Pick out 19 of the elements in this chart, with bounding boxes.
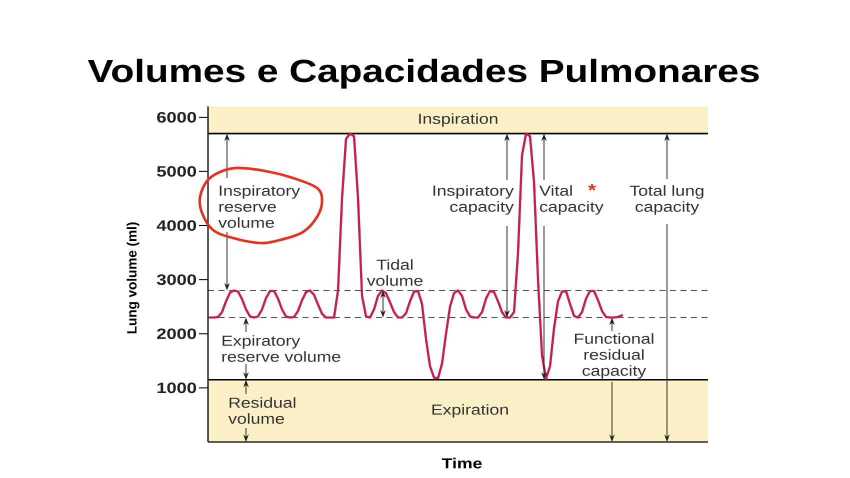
y-tick-label: 2000 <box>157 328 196 340</box>
annotation: Tidal volume <box>366 259 423 286</box>
band-label: Expiration <box>432 404 508 418</box>
annotation: Functional residual capacity <box>574 333 654 379</box>
annotation: * <box>588 184 596 190</box>
chart-title: Volumes e Capacidades Pulmonares <box>88 58 759 89</box>
x-axis-title: Time <box>442 458 482 468</box>
annotation: Inspiratory reserve volume <box>218 185 300 228</box>
y-tick-label: 1000 <box>158 382 196 394</box>
y-tick-label: 3000 <box>156 274 196 285</box>
text: Total lung capacity <box>630 185 704 215</box>
y-tick-label: 5000 <box>156 166 196 177</box>
y-axis-title: Lung volume (ml) <box>126 222 140 334</box>
annotation: Expiratory reserve volume <box>222 335 340 362</box>
y-tick-label: 6000 <box>157 112 196 123</box>
band-label: Inspiration <box>419 113 498 127</box>
annotation: Inspiratory capacity <box>434 185 514 215</box>
annotation: Residual volume <box>228 397 296 424</box>
y-tick-label: 4000 <box>156 220 196 231</box>
